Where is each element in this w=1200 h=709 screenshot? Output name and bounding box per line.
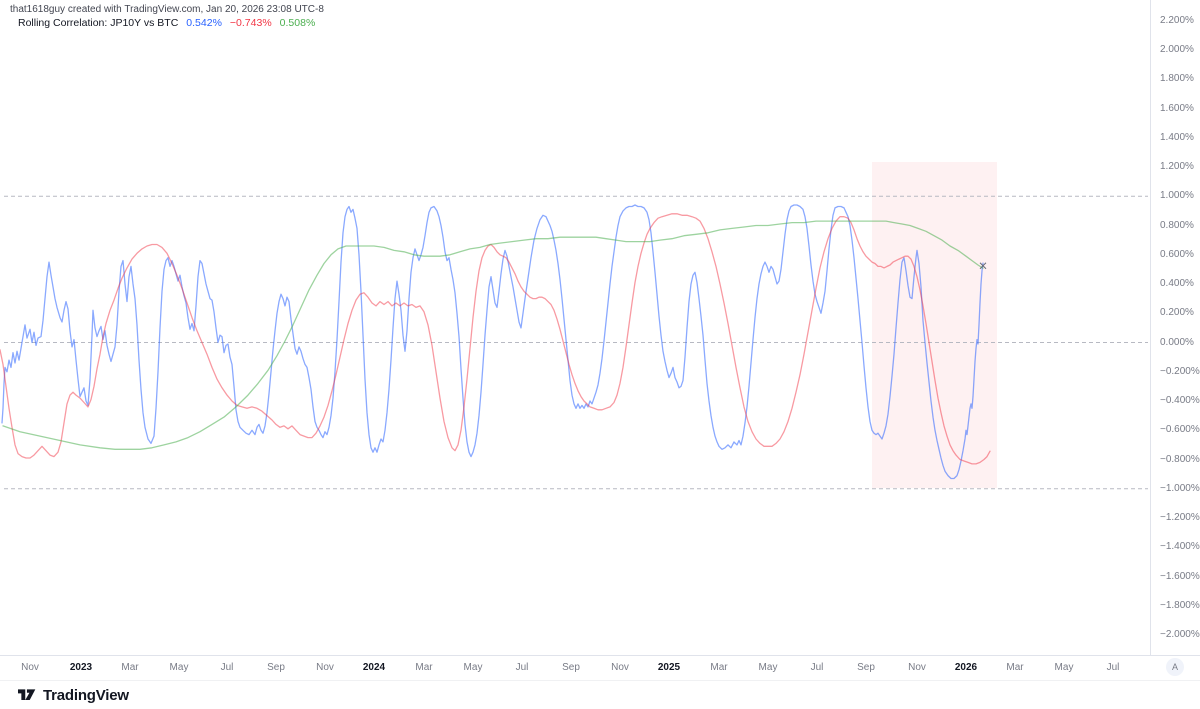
x-axis-label: Jul [810, 662, 824, 673]
x-axis-label: May [463, 662, 483, 673]
y-axis-label: −1.600% [1160, 570, 1200, 582]
y-axis-label: 0.400% [1160, 278, 1194, 289]
y-axis-label: −2.000% [1160, 629, 1200, 640]
x-axis-label: May [1054, 662, 1074, 673]
legend-value-0: 0.542% [186, 17, 222, 29]
x-axis-label: 2026 [954, 662, 978, 673]
x-axis-label: May [758, 662, 778, 673]
y-axis-label: 0.800% [1160, 219, 1194, 231]
x-axis-label: Jul [1106, 662, 1120, 673]
chart-canvas[interactable] [0, 0, 1150, 655]
x-axis-label: Mar [121, 662, 139, 673]
x-axis-label: Sep [267, 662, 285, 673]
y-axis-label: 1.400% [1160, 131, 1194, 143]
y-axis-label: 1.200% [1160, 161, 1194, 172]
x-axis-label: Mar [710, 662, 728, 673]
x-axis-label: Nov [316, 662, 334, 673]
y-axis-label: 1.600% [1160, 102, 1194, 114]
y-axis-label: −0.600% [1160, 424, 1200, 436]
y-axis-label: −1.200% [1160, 512, 1200, 523]
y-axis-label: 1.800% [1160, 73, 1194, 85]
bottom-toolbar: TradingView [0, 680, 1200, 709]
price-axis[interactable]: 2.200% 2.000% 1.800% 1.600% 1.400% 1.200% 1.00… [1150, 0, 1200, 680]
indicator-title: Rolling Correlation: JP10Y vs BTC [18, 17, 179, 29]
y-axis-label: 1.000% [1160, 190, 1194, 202]
x-axis-label: Nov [21, 662, 39, 673]
y-axis-label: −0.800% [1160, 453, 1200, 465]
y-axis-label: −1.400% [1160, 541, 1200, 553]
x-axis-label: Sep [562, 662, 580, 673]
x-axis-label: 2023 [69, 662, 93, 673]
credit-line: that1618guy created with TradingView.com… [10, 4, 324, 15]
x-axis-label: Jul [220, 662, 234, 673]
x-axis-label: Sep [857, 662, 875, 673]
y-axis-label: −1.800% [1160, 599, 1200, 611]
correlation-red-line [0, 213, 991, 465]
y-axis-label: 2.000% [1160, 44, 1194, 55]
indicator-legend: Rolling Correlation: JP10Y vs BTC 0.542% −… [18, 17, 315, 29]
chart-plot-area[interactable]: that1618guy created with TradingView.com… [0, 0, 1150, 655]
legend-value-2: 0.508% [279, 17, 316, 29]
y-axis-label: 0.200% [1160, 307, 1194, 319]
correlation-blue-line [1, 204, 984, 480]
y-axis-label: −0.400% [1160, 395, 1200, 406]
highlight-region [872, 162, 997, 489]
y-axis-label: −1.000% [1160, 482, 1200, 494]
tradingview-logo-text: TradingView [43, 686, 129, 704]
y-axis-label: 0.000% [1160, 336, 1194, 348]
x-axis-label: Mar [1006, 662, 1024, 673]
tradingview-logo[interactable]: TradingView [18, 687, 129, 704]
y-axis-label: −0.200% [1160, 365, 1200, 377]
auto-fit-button[interactable]: A [1166, 658, 1184, 676]
series-end-marker [979, 262, 987, 270]
x-axis-label: Jul [515, 662, 529, 673]
tradingview-logo-icon [18, 689, 36, 701]
x-axis-label: 2025 [657, 662, 681, 673]
x-axis-label: Nov [908, 662, 926, 673]
x-axis-label: 2024 [362, 662, 386, 673]
x-axis-label: May [169, 662, 189, 673]
legend-value-1: −0.743% [229, 17, 272, 29]
y-axis-label: 0.600% [1160, 248, 1194, 260]
time-axis[interactable]: Nov 2023 Mar May Jul Sep Nov 2024 Mar May Jul Sep No… [0, 655, 1200, 680]
x-axis-label: Nov [611, 662, 629, 673]
x-axis-label: Mar [415, 662, 433, 673]
correlation-green-line [2, 220, 984, 450]
y-axis-label: 2.200% [1160, 14, 1194, 26]
